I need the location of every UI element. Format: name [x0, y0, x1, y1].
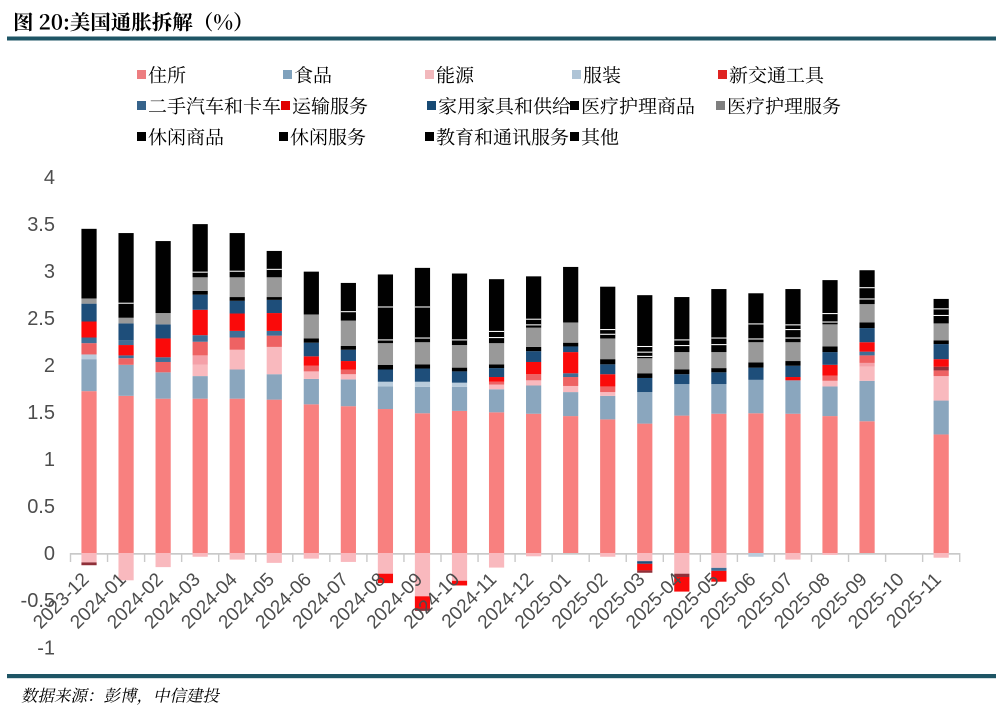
svg-text:3: 3	[44, 261, 55, 283]
svg-text:1: 1	[44, 449, 55, 471]
svg-text:0: 0	[44, 543, 55, 565]
svg-text:4: 4	[44, 167, 55, 189]
svg-text:1.5: 1.5	[27, 402, 55, 424]
svg-text:2: 2	[44, 355, 55, 377]
svg-text:-0.5: -0.5	[21, 590, 55, 612]
svg-text:-1: -1	[37, 637, 55, 659]
svg-text:2.5: 2.5	[27, 308, 55, 330]
svg-text:0.5: 0.5	[27, 496, 55, 518]
svg-text:3.5: 3.5	[27, 214, 55, 236]
